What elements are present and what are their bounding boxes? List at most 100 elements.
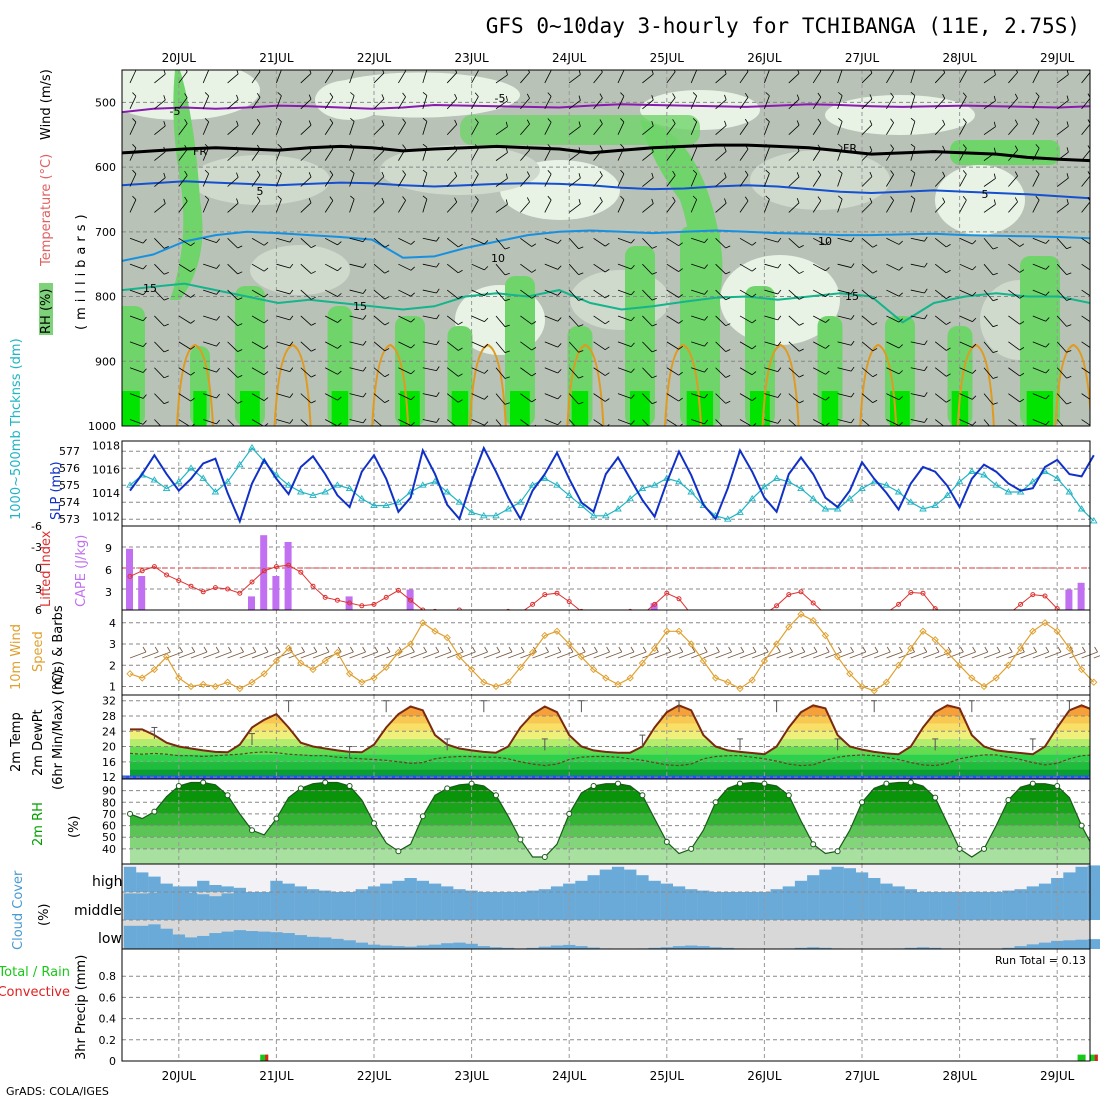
wind-barb-flag xyxy=(308,198,312,204)
wind-barb xyxy=(325,367,338,375)
wind-barb-flag xyxy=(838,117,843,122)
wind-barb xyxy=(471,367,485,374)
rh2m-band xyxy=(130,825,1090,838)
wind-barb-flag xyxy=(870,70,873,74)
wind-barb xyxy=(471,148,479,161)
top-date-label: 24JUL xyxy=(552,51,587,65)
wind-barb xyxy=(813,393,826,401)
wind-barb-flag xyxy=(751,241,757,246)
wind-barb xyxy=(715,341,726,352)
wind-barb xyxy=(495,238,506,250)
wind-barb-flag xyxy=(531,398,537,403)
wind-barb xyxy=(1032,341,1046,348)
wind-barb xyxy=(642,263,653,275)
wind-barb-flag xyxy=(277,195,282,200)
wind-barb xyxy=(568,263,579,275)
wind-barb-flag xyxy=(600,70,603,73)
rh-mid-blob xyxy=(750,150,890,210)
wind-barb xyxy=(788,419,797,426)
wind-barb xyxy=(617,199,625,213)
wind-barb-flag xyxy=(910,92,916,96)
wind-barb-flag xyxy=(817,170,822,176)
wind-barb-flag xyxy=(1093,269,1097,272)
cloud-cover-bar xyxy=(965,892,978,920)
wind-barb xyxy=(446,315,459,325)
wind-barb xyxy=(446,98,458,110)
wind-barb xyxy=(568,74,581,84)
wind-barb xyxy=(495,341,506,353)
slp-tick: 1014 xyxy=(92,487,120,500)
wind-barb xyxy=(446,289,459,300)
wind-barb-flag xyxy=(725,375,731,378)
wind-barb xyxy=(495,100,508,110)
wind-barb xyxy=(812,174,822,187)
wind-barb-flag xyxy=(337,267,342,272)
wind-barb xyxy=(642,419,650,426)
thickness-marker xyxy=(760,483,769,490)
thickness-marker xyxy=(968,467,976,475)
wind-barb-flag xyxy=(1066,121,1069,127)
rh2m-band xyxy=(130,790,1090,803)
wind-barb-flag xyxy=(557,394,562,400)
wind10m-barb xyxy=(361,651,378,659)
wind-barb xyxy=(788,393,800,404)
relative-humidity-shading xyxy=(122,70,1090,426)
wind-barb xyxy=(910,237,925,242)
wind-barb-flag xyxy=(1035,118,1040,123)
wind-barb-flag xyxy=(678,268,683,272)
wind-barb xyxy=(886,148,894,161)
wind-barb-flag xyxy=(505,199,508,205)
lifted-index-marker xyxy=(310,583,316,589)
wind-barb xyxy=(373,315,385,326)
slp-line xyxy=(129,445,1095,525)
wind-barb-flag xyxy=(258,70,261,72)
cloud-cover-bar xyxy=(221,886,234,892)
wind10m-barb-flag xyxy=(264,646,269,653)
wind10m-marker xyxy=(260,670,268,678)
wind-barb xyxy=(788,176,800,187)
pressure-tick: 800 xyxy=(95,291,116,304)
wind-barb-flag xyxy=(454,197,458,203)
wind-barb-flag xyxy=(838,143,843,148)
wind10m-marker xyxy=(724,678,732,686)
wind-barb-flag xyxy=(838,169,843,174)
wind-barb xyxy=(739,263,753,272)
wind-barb xyxy=(837,121,843,135)
wind-barb xyxy=(446,150,458,161)
thickness-tick: 574 xyxy=(59,496,80,509)
wind-barb xyxy=(1081,201,1090,213)
wind-barb-flag xyxy=(799,348,804,352)
wind-barb xyxy=(691,237,705,243)
thickness-marker xyxy=(833,505,842,512)
wind-barb-flag xyxy=(651,198,654,204)
wind-barb-flag xyxy=(890,118,894,123)
top-date-label: 25JUL xyxy=(650,51,685,65)
thickness-marker xyxy=(638,484,647,492)
cloud-cover-bar xyxy=(1026,886,1039,892)
cloud-cover-bar xyxy=(892,892,905,920)
wind10m-barb-flag xyxy=(496,646,501,653)
wind-barb-flag xyxy=(256,144,261,150)
wind-barb-flag xyxy=(454,171,458,177)
wind-barb xyxy=(495,74,508,84)
wind-barb xyxy=(666,393,679,402)
lifted-index-marker xyxy=(395,587,401,593)
wind-barb xyxy=(203,289,217,295)
wind-barb-flag xyxy=(1019,243,1025,247)
wind-barb xyxy=(349,341,364,346)
wind-barb-flag xyxy=(256,196,261,202)
wind-barb xyxy=(593,419,604,426)
wind-barb xyxy=(593,393,606,402)
rh2m-marker xyxy=(785,792,792,799)
wind-barb-flag xyxy=(1066,199,1069,205)
wind-barb xyxy=(739,237,753,246)
thickness-marker xyxy=(211,488,220,495)
temperature-band xyxy=(130,716,1090,724)
cape-bar xyxy=(1065,589,1073,610)
lifted-index-marker xyxy=(518,611,522,615)
wind-barb-flag xyxy=(850,392,855,398)
wind10m-barb-flag xyxy=(215,646,220,653)
wind-barb-flag xyxy=(190,242,195,247)
wind10m-barb-flag xyxy=(423,646,427,653)
